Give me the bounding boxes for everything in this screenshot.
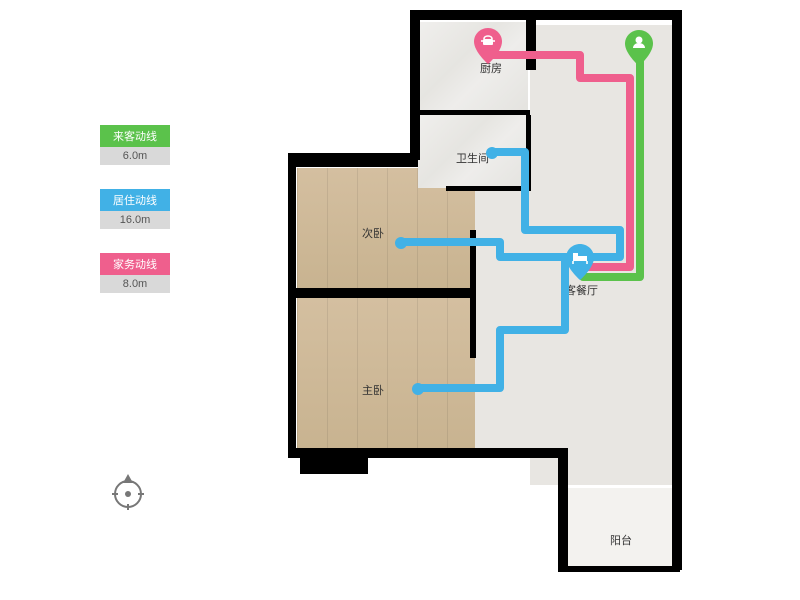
legend-panel: 来客动线 6.0m 居住动线 16.0m 家务动线 8.0m (100, 125, 170, 317)
path-endpoint (486, 147, 498, 159)
marker-living-icon (566, 244, 594, 280)
legend-item-guest: 来客动线 6.0m (100, 125, 170, 165)
marker-kitchen-icon (474, 28, 502, 64)
legend-title: 家务动线 (100, 253, 170, 275)
legend-value: 8.0m (100, 275, 170, 293)
legend-value: 16.0m (100, 211, 170, 229)
legend-title: 居住动线 (100, 189, 170, 211)
flow-paths (280, 10, 690, 582)
floorplan: 厨房卫生间次卧主卧客餐厅阳台 (280, 10, 690, 582)
legend-item-living: 居住动线 16.0m (100, 189, 170, 229)
compass-icon (107, 470, 149, 512)
legend-value: 6.0m (100, 147, 170, 165)
path-endpoint (412, 383, 424, 395)
path-endpoint (395, 237, 407, 249)
legend-title: 来客动线 (100, 125, 170, 147)
marker-entry-icon (625, 30, 653, 66)
legend-item-housework: 家务动线 8.0m (100, 253, 170, 293)
